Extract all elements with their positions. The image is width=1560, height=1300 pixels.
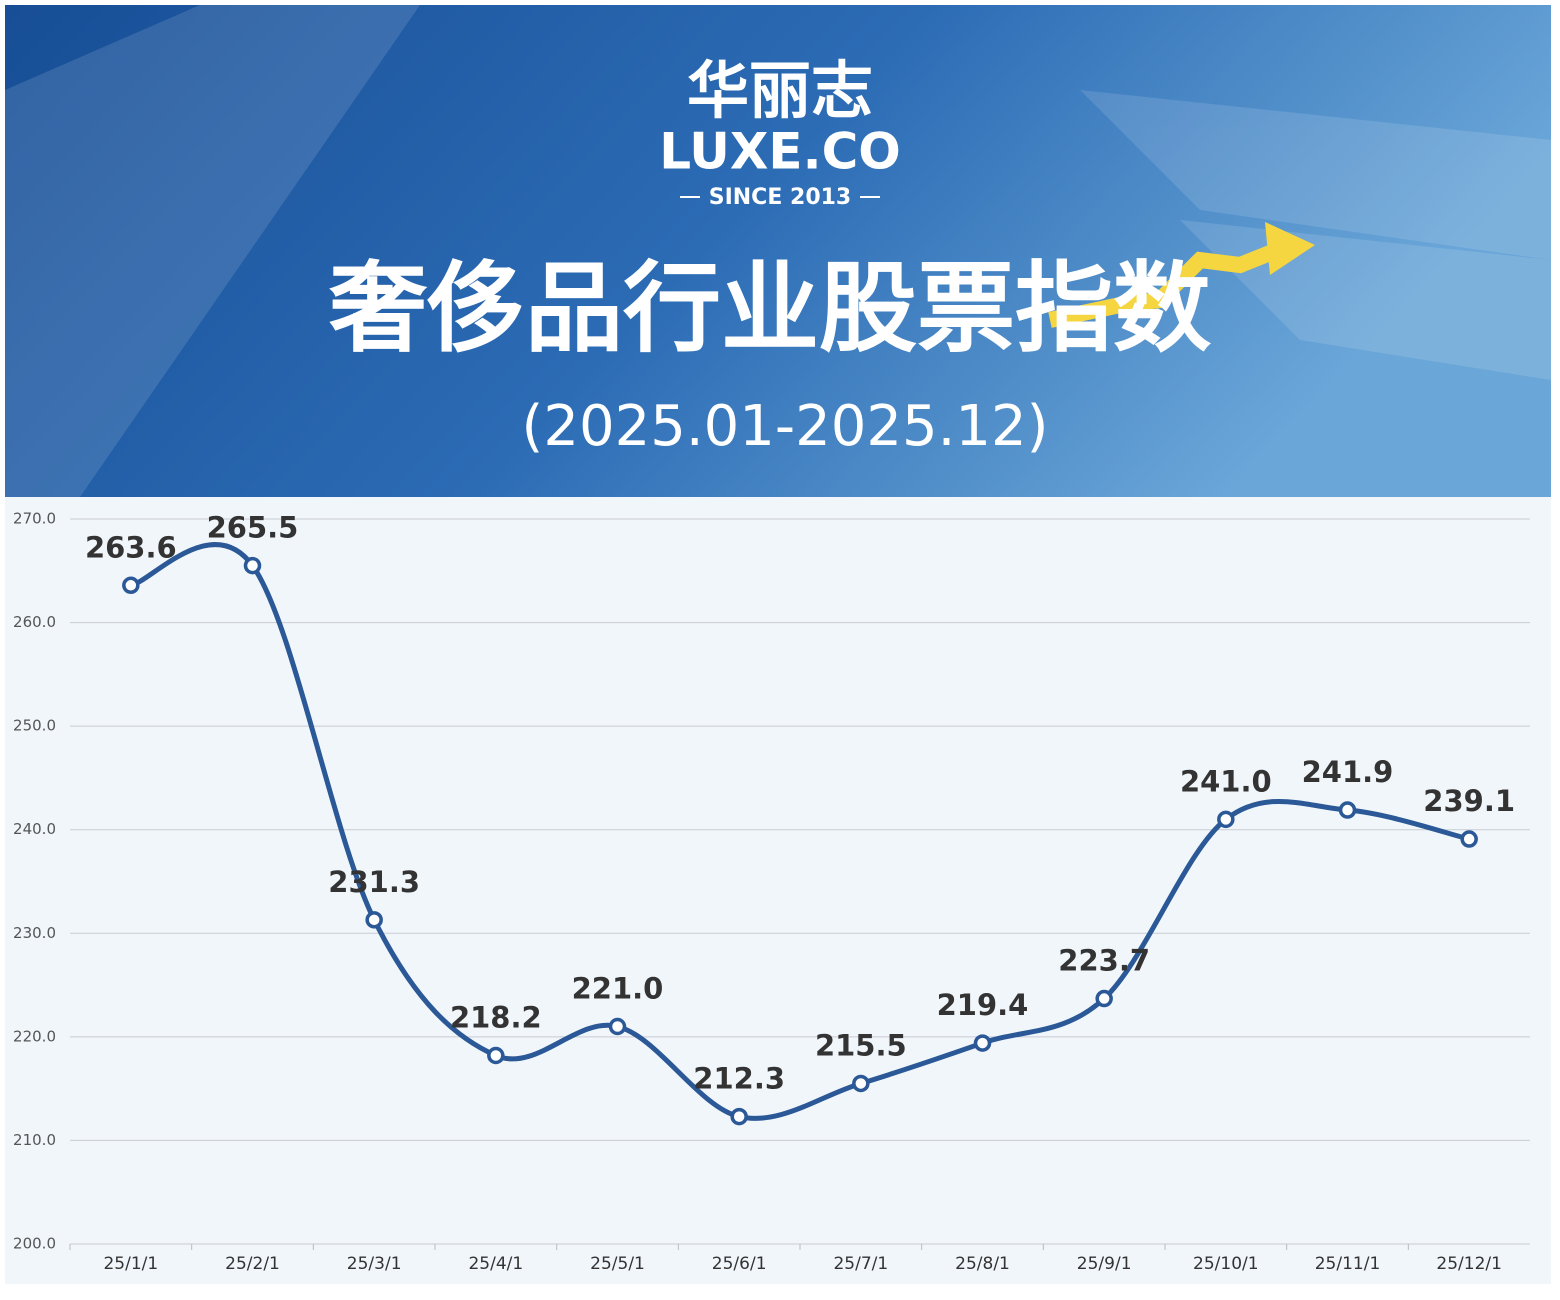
arrow xyxy=(1048,237,1293,328)
data-point xyxy=(852,1074,870,1093)
x-tick-label: 25/6/1 xyxy=(712,1254,767,1274)
x-tick-label: 25/4/1 xyxy=(468,1254,523,1274)
y-tick-label: 210.0 xyxy=(13,1131,56,1149)
data-label: 212.3 xyxy=(693,1062,785,1096)
data-point xyxy=(122,576,140,595)
data-label: 241.0 xyxy=(1180,764,1272,798)
data-point xyxy=(730,1107,748,1126)
data-point xyxy=(1217,810,1235,829)
brand-en: LUXE.CO xyxy=(659,123,901,181)
x-tick-label: 25/10/1 xyxy=(1193,1254,1259,1274)
chart-title: 奢侈品行业股票指数 xyxy=(329,252,1211,366)
data-point xyxy=(365,911,383,929)
arrow-head xyxy=(1265,222,1315,275)
y-tick-label: 260.0 xyxy=(13,613,56,631)
x-tick-label: 25/1/1 xyxy=(103,1254,158,1274)
y-tick-label: 220.0 xyxy=(13,1027,56,1045)
x-tick-label: 25/9/1 xyxy=(1077,1254,1132,1274)
data-label: 263.6 xyxy=(85,530,177,564)
y-tick-label: 270.0 xyxy=(13,510,56,528)
data-point xyxy=(243,556,262,575)
x-tick-label: 25/11/1 xyxy=(1315,1254,1381,1274)
x-tick-label: 25/3/1 xyxy=(347,1254,402,1274)
data-label: 219.4 xyxy=(937,988,1029,1022)
data-label: 221.0 xyxy=(572,972,664,1006)
x-tick-label: 25/5/1 xyxy=(590,1254,645,1274)
brand-cn: 华丽志 xyxy=(687,54,873,127)
data-point xyxy=(1095,989,1113,1008)
plot-background xyxy=(5,497,1551,1284)
data-point xyxy=(608,1017,627,1036)
x-tick-label: 25/7/1 xyxy=(833,1254,888,1274)
y-tick-label: 250.0 xyxy=(13,717,56,735)
data-label: 218.2 xyxy=(450,1001,542,1035)
since: SINCE 2013 xyxy=(709,185,852,210)
data-label: 215.5 xyxy=(815,1028,907,1062)
data-label: 223.7 xyxy=(1058,944,1150,978)
data-label: 231.3 xyxy=(328,865,420,899)
data-point xyxy=(1460,830,1478,848)
y-tick-label: 240.0 xyxy=(13,820,56,838)
chart-subtitle: (2025.01-2025.12) xyxy=(521,394,1048,459)
x-tick-label: 25/12/1 xyxy=(1436,1254,1502,1274)
y-tick-label: 200.0 xyxy=(13,1235,56,1253)
data-point xyxy=(973,1034,992,1052)
x-tick-label: 25/8/1 xyxy=(955,1254,1010,1274)
data-label: 265.5 xyxy=(207,511,299,545)
data-label: 241.9 xyxy=(1302,755,1394,789)
data-point xyxy=(487,1046,505,1065)
data-point xyxy=(1338,801,1357,819)
x-tick-label: 25/2/1 xyxy=(225,1254,280,1274)
y-tick-label: 230.0 xyxy=(13,924,56,942)
data-label: 239.1 xyxy=(1423,784,1515,818)
